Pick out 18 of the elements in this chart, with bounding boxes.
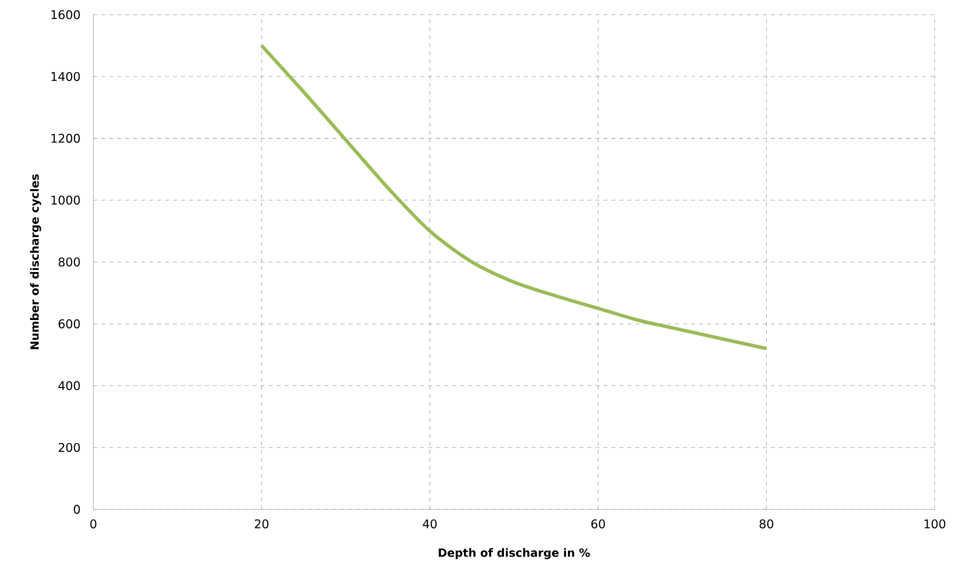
y-tick-label: 1600 bbox=[52, 10, 80, 20]
y-tick-label: 200 bbox=[58, 442, 80, 452]
x-tick-label: 60 bbox=[591, 519, 605, 528]
y-tick-label: 800 bbox=[58, 257, 80, 266]
x-tick-label: 20 bbox=[254, 519, 268, 528]
y-axis-title: Number of discharge cycles bbox=[30, 174, 42, 349]
y-tick-label: 1400 bbox=[52, 72, 80, 81]
y-tick-label: 0 bbox=[74, 504, 80, 514]
y-tick-label: 400 bbox=[58, 380, 80, 390]
y-tick-label: 600 bbox=[58, 319, 80, 328]
y-tick-label: 1200 bbox=[52, 134, 80, 143]
x-tick-label: 80 bbox=[760, 519, 774, 528]
line-series bbox=[260, 44, 768, 350]
x-tick-label: 40 bbox=[422, 519, 437, 528]
x-axis-title: Depth of discharge in % bbox=[438, 548, 590, 560]
x-tick-label: 100 bbox=[924, 519, 946, 528]
y-tick-label: 1000 bbox=[52, 195, 80, 205]
x-tick-label: 0 bbox=[90, 519, 96, 528]
